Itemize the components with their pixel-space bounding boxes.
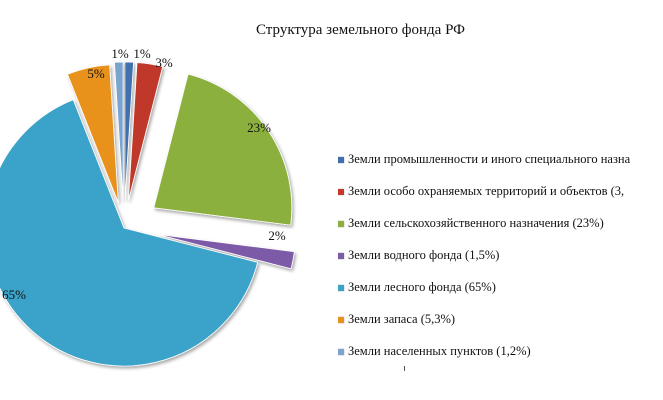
legend-swatch-water (338, 253, 344, 259)
legend-swatch-reserve (338, 317, 344, 323)
legend-item-industry: Земли промышленности и иного специальног… (338, 152, 663, 184)
legend-swatch-forest (338, 285, 344, 291)
legend-swatch-industry (338, 157, 344, 163)
legend-item-protected: Земли особо охраняемых территорий и объе… (338, 184, 663, 216)
legend-label-water: Земли водного фонда (1,5%) (348, 248, 500, 262)
slice-label-reserve: 5% (87, 66, 105, 81)
pie-slice-industry (124, 61, 134, 201)
legend-label-protected: Земли особо охраняемых территорий и объе… (348, 184, 625, 198)
legend: Земли промышленности и иного специальног… (338, 152, 663, 376)
slice-label-agriculture: 23% (247, 120, 271, 135)
legend-label-industry: Земли промышленности и иного специальног… (348, 152, 631, 166)
pie-slice-water (157, 234, 295, 270)
slice-label-protected: 3% (155, 55, 173, 70)
legend-item-settlements: Земли населенных пунктов (1,2%) (338, 344, 663, 376)
pie-slice-protected (128, 62, 164, 201)
slice-label-industry: 1% (111, 46, 129, 61)
legend-swatch-agriculture (338, 221, 344, 227)
legend-label-agriculture: Земли сельскохозяйственного назначения (… (348, 216, 604, 230)
slice-label-settlements: 1% (133, 46, 151, 61)
pie-slice-settlements (114, 61, 124, 201)
chart-title: Структура земельного фонда РФ (255, 22, 466, 38)
slice-label-water: 2% (268, 228, 286, 243)
legend-item-agriculture: Земли сельскохозяйственного назначения (… (338, 216, 663, 248)
legend-label-forest: Земли лесного фонда (65%) (348, 280, 496, 294)
legend-label-reserve: Земли запаса (5,3%) (348, 312, 456, 326)
legend-swatch-settlements (338, 349, 344, 355)
pie-slice-forest (0, 99, 259, 367)
pie-slice-reserve (66, 64, 119, 203)
legend-label-settlements: Земли населенных пунктов (1,2%) (348, 344, 531, 358)
legend-item-reserve: Земли запаса (5,3%) (338, 312, 663, 344)
pie-slice-agriculture (153, 73, 293, 226)
stray-mark (404, 366, 405, 371)
legend-item-forest: Земли лесного фонда (65%) (338, 280, 663, 312)
legend-swatch-protected (338, 189, 344, 195)
legend-item-water: Земли водного фонда (1,5%) (338, 248, 663, 280)
slice-label-forest: 65% (2, 287, 26, 302)
